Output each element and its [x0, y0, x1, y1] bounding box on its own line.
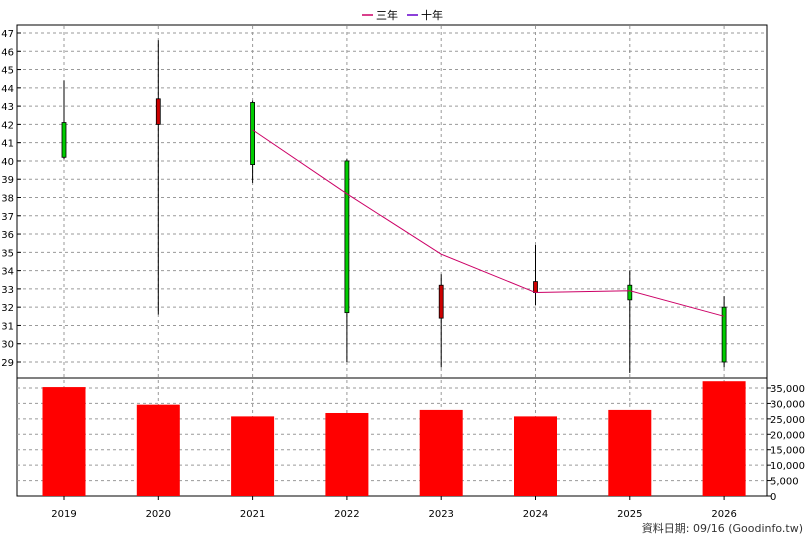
volume-tick-label: 30,000	[770, 399, 805, 410]
legend-label-three-year: 三年	[376, 8, 398, 22]
price-tick-label: 38	[1, 194, 14, 205]
volume-bar	[136, 404, 180, 496]
x-tick-label: 2024	[523, 509, 548, 520]
price-tick-label: 40	[1, 157, 14, 168]
price-tick-label: 30	[1, 340, 14, 351]
price-tick-label: 33	[1, 285, 14, 296]
candle-body	[438, 284, 444, 319]
price-tick-label: 47	[1, 29, 14, 40]
price-tick-label: 39	[1, 175, 14, 186]
candles	[61, 40, 727, 373]
price-tick-label: 34	[1, 267, 14, 278]
volume-tick-label: 25,000	[770, 415, 805, 426]
volume-bar	[419, 409, 463, 496]
volume-tick-label: 15,000	[770, 446, 805, 457]
volume-tick-label: 20,000	[770, 430, 805, 441]
price-tick-label: 43	[1, 102, 14, 113]
price-tick-label: 44	[1, 84, 14, 95]
data-date-footer: 資料日期: 09/16 (Goodinfo.tw)	[642, 521, 803, 535]
price-axis: 29 30 31 32 33 34 35 36 37 38 39 40 41 42 43 44 45 46 47	[1, 29, 21, 369]
price-tick-label: 32	[1, 303, 14, 314]
price-tick-label: 46	[1, 47, 14, 58]
volume-bar	[42, 387, 86, 496]
candle-body	[533, 281, 538, 293]
candle-body	[721, 306, 727, 363]
volume-bar	[231, 416, 275, 496]
x-tick-label: 2021	[240, 509, 265, 520]
grid	[17, 26, 767, 495]
three-year-average-line	[252, 129, 725, 317]
price-tick-label: 41	[1, 139, 14, 150]
candle-body	[250, 102, 256, 166]
volume-bar	[514, 416, 557, 496]
plot-frame	[16, 24, 768, 497]
candle-body	[61, 122, 67, 158]
legend-label-ten-year: 十年	[421, 8, 443, 22]
average-lines	[252, 129, 725, 317]
price-tick-label: 36	[1, 230, 14, 241]
price-tick-label: 42	[1, 120, 14, 131]
volume-tick-label: 35,000	[770, 384, 805, 395]
volume-bar	[702, 381, 746, 496]
x-tick-label: 2025	[617, 509, 642, 520]
volume-tick-label: 5,000	[770, 477, 799, 488]
price-tick-label: 45	[1, 66, 14, 77]
x-tick-label: 2026	[711, 509, 736, 520]
x-tick-label: 2019	[51, 509, 76, 520]
candle-body	[627, 284, 633, 301]
volume-bars	[42, 381, 746, 496]
price-tick-label: 29	[1, 358, 14, 369]
candle-body	[344, 160, 350, 314]
volume-bar	[325, 412, 369, 496]
x-tick-label: 2020	[146, 509, 171, 520]
volume-tick-label: 10,000	[770, 461, 805, 472]
x-tick-label: 2022	[334, 509, 359, 520]
legend: 三年 十年	[362, 8, 443, 22]
price-tick-label: 31	[1, 321, 14, 332]
price-tick-label: 37	[1, 212, 14, 223]
volume-bar	[608, 409, 652, 496]
x-tick-label: 2023	[428, 509, 453, 520]
candle-body	[155, 98, 161, 125]
price-tick-label: 35	[1, 248, 14, 259]
x-axis: 2019 2020 2021 2022 2023 2024 2025 2026	[51, 496, 737, 520]
volume-tick-label: 0	[770, 492, 776, 503]
volume-axis: 0 5,000 10,000 15,000 20,000 25,000 30,000 35,0…	[767, 384, 805, 503]
